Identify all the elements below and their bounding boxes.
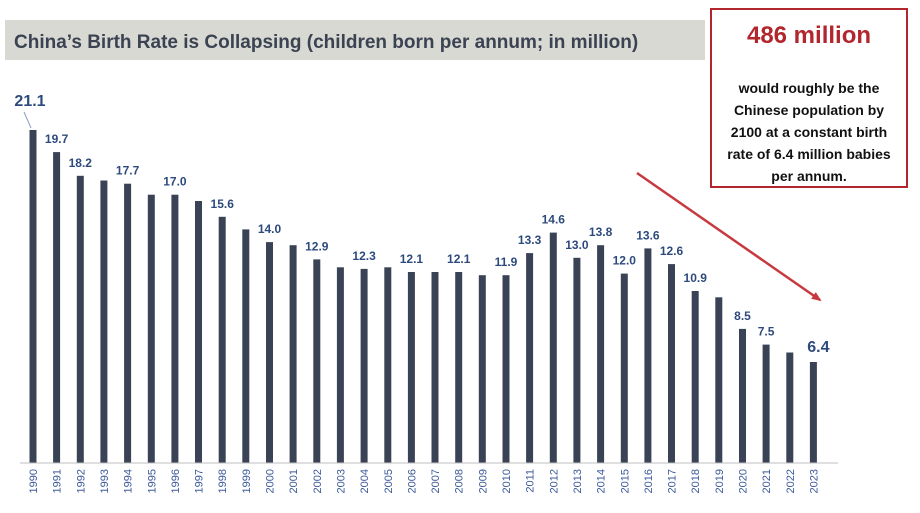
x-tick-label: 2008 <box>454 469 466 493</box>
x-tick-label: 1995 <box>146 469 158 493</box>
bar-2004 <box>360 268 368 463</box>
data-label-2017: 12.6 <box>660 244 684 258</box>
bar-2013 <box>573 257 581 463</box>
data-label-2021: 7.5 <box>758 325 775 339</box>
x-tick-label: 2020 <box>738 469 750 493</box>
bar-2020 <box>739 328 746 463</box>
data-label-1998: 15.6 <box>211 197 235 211</box>
x-tick-label: 2007 <box>430 469 442 493</box>
bar-1990 <box>29 130 37 463</box>
bar-2016 <box>644 248 652 463</box>
x-tick-label: 2022 <box>785 469 797 493</box>
bar-2015 <box>620 273 628 463</box>
bar-1995 <box>147 194 155 463</box>
bar-2017 <box>668 264 675 463</box>
bar-2010 <box>502 275 510 463</box>
bar-2011 <box>526 253 534 463</box>
x-tick-label: 1996 <box>170 469 182 493</box>
data-label-2002: 12.9 <box>305 239 329 253</box>
bar-2022 <box>786 352 794 463</box>
x-tick-label: 2013 <box>572 469 584 493</box>
data-label-1992: 18.2 <box>69 156 93 170</box>
x-tick-label: 2017 <box>667 469 679 493</box>
x-tick-label: 2014 <box>596 469 608 493</box>
bar-2005 <box>384 267 392 463</box>
bar-2019 <box>715 297 723 463</box>
data-label-2008: 12.1 <box>447 252 471 266</box>
data-label-1994: 17.7 <box>116 164 140 178</box>
bar-2000 <box>266 242 273 463</box>
x-tick-label: 2002 <box>312 469 324 493</box>
x-tick-label: 2009 <box>477 469 489 493</box>
data-label-2018: 10.9 <box>684 271 708 285</box>
bar-2001 <box>289 245 297 463</box>
data-label-2023: 6.4 <box>807 339 829 356</box>
x-tick-label: 2001 <box>288 469 300 493</box>
data-label-2006: 12.1 <box>400 252 424 266</box>
bar-2012 <box>549 232 557 463</box>
bar-2018 <box>691 291 699 463</box>
bar-1992 <box>76 175 84 464</box>
callout-box: 486 million would roughly be the Chinese… <box>710 8 908 188</box>
bar-2002 <box>313 259 321 463</box>
bar-2008 <box>455 272 463 463</box>
x-tick-label: 1993 <box>99 469 111 493</box>
data-label-2010: 11.9 <box>495 255 518 269</box>
data-label-1991: 19.7 <box>45 132 69 146</box>
data-label-2013: 13.0 <box>565 238 589 252</box>
x-tick-label: 2003 <box>335 469 347 493</box>
x-tick-label: 2005 <box>383 469 395 493</box>
bar-1999 <box>242 229 250 463</box>
bar-1998 <box>218 216 226 463</box>
x-tick-label: 2004 <box>359 469 371 493</box>
x-tick-label: 1994 <box>123 469 135 493</box>
x-tick-label: 2016 <box>643 469 655 493</box>
bar-2006 <box>407 272 415 463</box>
data-label-2020: 8.5 <box>734 309 751 323</box>
x-tick-label: 1999 <box>241 469 253 493</box>
data-label-2014: 13.8 <box>589 225 613 239</box>
bar-2021 <box>762 344 770 463</box>
bar-2014 <box>597 245 605 463</box>
title-bar: China’s Birth Rate is Collapsing (childr… <box>5 20 705 60</box>
data-label-2015: 12.0 <box>613 254 637 268</box>
bar-1991 <box>53 152 61 463</box>
data-label-1990: 21.1 <box>14 93 45 110</box>
chart-title: China’s Birth Rate is Collapsing (childr… <box>14 32 639 53</box>
x-tick-label: 1998 <box>217 469 229 493</box>
x-tick-label: 2011 <box>525 469 537 493</box>
label-leader-line <box>23 111 32 129</box>
x-tick-label: 2021 <box>761 469 773 493</box>
bar-2009 <box>478 275 486 463</box>
data-label-2004: 12.3 <box>352 249 376 263</box>
x-tick-label: 1990 <box>28 469 40 493</box>
data-label-2000: 14.0 <box>258 222 282 236</box>
x-tick-label: 2015 <box>619 469 631 493</box>
bar-2003 <box>336 267 344 463</box>
bar-1997 <box>195 201 202 463</box>
trend-arrow <box>636 171 822 302</box>
x-tick-label: 1997 <box>194 469 206 493</box>
bar-2023 <box>809 362 817 463</box>
x-tick-label: 2006 <box>406 469 418 493</box>
callout-body: would roughly be the Chinese population … <box>727 80 891 184</box>
bar-1994 <box>124 183 132 463</box>
bar-1996 <box>171 194 179 463</box>
data-label-2011: 13.3 <box>518 233 542 247</box>
x-tick-label: 1992 <box>75 469 87 493</box>
x-tick-label: 1991 <box>52 469 64 493</box>
x-tick-label: 2023 <box>808 469 820 493</box>
x-tick-label: 2018 <box>690 469 702 493</box>
x-tick-label: 2000 <box>265 469 277 493</box>
bar-2007 <box>431 272 439 463</box>
callout-headline: 486 million <box>746 22 872 49</box>
x-tick-label: 2012 <box>548 469 560 493</box>
x-tick-label: 2010 <box>501 469 513 493</box>
data-label-2012: 14.6 <box>542 213 566 227</box>
data-label-1996: 17.0 <box>163 175 187 189</box>
x-tick-label: 2019 <box>714 469 726 493</box>
bar-1993 <box>100 180 108 463</box>
data-label-2016: 13.6 <box>636 228 660 242</box>
